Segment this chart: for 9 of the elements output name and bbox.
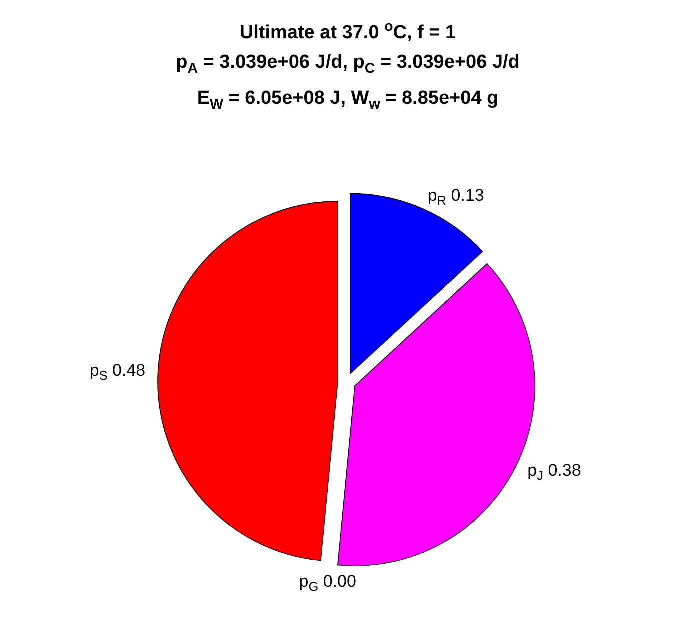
data-label: 0.48: [112, 361, 146, 380]
chart-title: Ultimate at 37.0 $^{o}$C, f = 1 p$_{A}$ = 3.039e+06 J/d, p$_{C}$ = 3.039e+06 J/d E$_{W}$ = 6.05e+08 J, W$_{w}$ = 8.85e+04 g: [176, 19, 520, 113]
slice-label: p$_{R}$: [428, 186, 446, 209]
category-label: p$_{G}$: [299, 571, 319, 594]
data-label: 0.13: [451, 186, 484, 206]
slice-label: p$_{J}$: [528, 460, 544, 483]
slice-label: p$_{S}$: [90, 361, 108, 384]
text: 0.00: [323, 571, 356, 590]
data-label: 0.38: [548, 460, 582, 480]
